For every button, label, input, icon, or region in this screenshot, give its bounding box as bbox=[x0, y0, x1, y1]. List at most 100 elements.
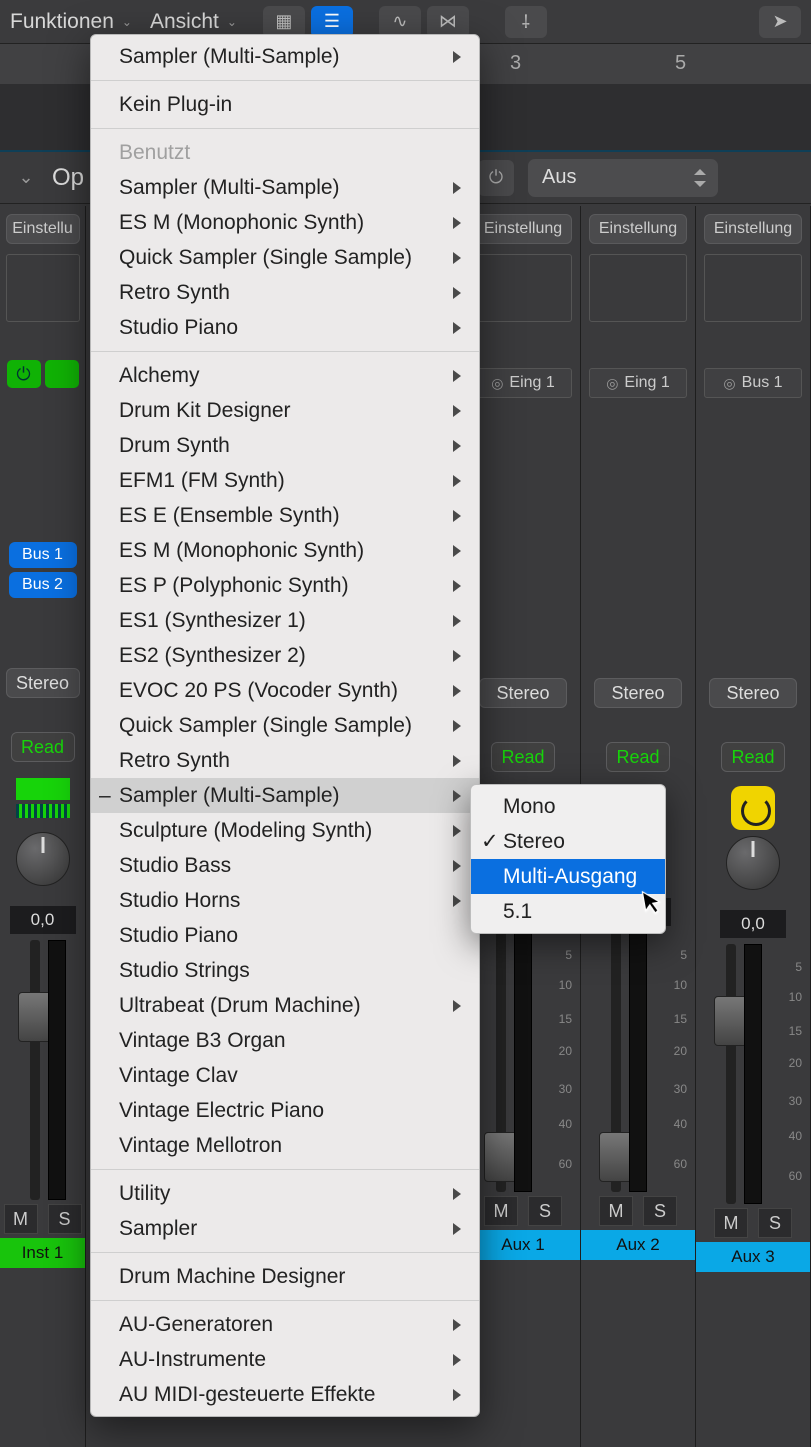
submenu-item-5-1[interactable]: 5.1 bbox=[471, 894, 665, 929]
eq-thumbnail[interactable] bbox=[6, 254, 80, 322]
menu-item-drumsynth[interactable]: Drum Synth bbox=[91, 428, 479, 463]
gain-readout[interactable]: 0,0 bbox=[10, 906, 76, 934]
menu-item-au-gen[interactable]: AU-Generatoren bbox=[91, 1307, 479, 1342]
menu-item-studiopiano-used[interactable]: Studio Piano bbox=[91, 310, 479, 345]
output-button[interactable]: Stereo bbox=[479, 678, 567, 708]
menu-item-dmd[interactable]: Drum Machine Designer bbox=[91, 1259, 479, 1294]
menu-item-quicksampler[interactable]: Quick Sampler (Single Sample) bbox=[91, 708, 479, 743]
menu-item-vmel[interactable]: Vintage Mellotron bbox=[91, 1128, 479, 1163]
menu-item-quicksampler-used[interactable]: Quick Sampler (Single Sample) bbox=[91, 240, 479, 275]
setting-button[interactable]: Einstellung bbox=[589, 214, 687, 244]
setting-button[interactable]: Einstellu bbox=[6, 214, 80, 244]
menu-item-sampler-multi-top[interactable]: Sampler (Multi-Sample) bbox=[91, 39, 479, 74]
gain-readout[interactable]: 0,0 bbox=[720, 910, 786, 938]
menu-item-studiobass[interactable]: Studio Bass bbox=[91, 848, 479, 883]
output-button[interactable]: Stereo bbox=[594, 678, 682, 708]
mute-button[interactable]: M bbox=[599, 1196, 633, 1226]
menu-item-sampler-multi-used[interactable]: Sampler (Multi-Sample) bbox=[91, 170, 479, 205]
setting-button[interactable]: Einstellung bbox=[474, 214, 572, 244]
menu-item-es1[interactable]: ES1 (Synthesizer 1) bbox=[91, 603, 479, 638]
menu-item-esm[interactable]: ES M (Monophonic Synth) bbox=[91, 533, 479, 568]
menu-item-dkd[interactable]: Drum Kit Designer bbox=[91, 393, 479, 428]
submenu-item-stereo[interactable]: Stereo bbox=[471, 824, 665, 859]
submenu-item-multi[interactable]: Multi-Ausgang bbox=[471, 859, 665, 894]
pointer-tool-button[interactable]: ➤ bbox=[759, 6, 801, 38]
menu-functions[interactable]: Funktionen ⌄ bbox=[10, 10, 132, 34]
output-button[interactable]: Stereo bbox=[6, 668, 80, 698]
submenu-item-mono[interactable]: Mono bbox=[471, 789, 665, 824]
fader-cap[interactable] bbox=[18, 992, 52, 1042]
output-button[interactable]: Stereo bbox=[709, 678, 797, 708]
menu-item-alchemy[interactable]: Alchemy bbox=[91, 358, 479, 393]
pan-knob[interactable] bbox=[726, 836, 780, 890]
menu-item-studiostrings[interactable]: Studio Strings bbox=[91, 953, 479, 988]
solo-button[interactable]: S bbox=[643, 1196, 677, 1226]
send-level-knob[interactable] bbox=[731, 786, 775, 830]
menu-item-retro[interactable]: Retro Synth bbox=[91, 743, 479, 778]
list-view-button[interactable]: ☰ bbox=[311, 6, 353, 38]
menu-item-es2[interactable]: ES2 (Synthesizer 2) bbox=[91, 638, 479, 673]
solo-button[interactable]: S bbox=[758, 1208, 792, 1238]
fader-track[interactable] bbox=[30, 940, 40, 1200]
menu-item-sampler[interactable]: Sampler bbox=[91, 1211, 479, 1246]
flex-button[interactable]: ⋈ bbox=[427, 6, 469, 38]
menu-item-retro-used[interactable]: Retro Synth bbox=[91, 275, 479, 310]
input-slot[interactable]: Eing 1 bbox=[474, 368, 572, 398]
menu-item-sampler-multi[interactable]: Sampler (Multi-Sample) bbox=[91, 778, 479, 813]
mute-button[interactable]: M bbox=[4, 1204, 38, 1234]
mute-button[interactable]: M bbox=[714, 1208, 748, 1238]
menu-item-ultrabeat[interactable]: Ultrabeat (Drum Machine) bbox=[91, 988, 479, 1023]
input-slot[interactable]: Eing 1 bbox=[589, 368, 687, 398]
power-button[interactable]: ⏻ bbox=[478, 160, 514, 196]
automation-mode-button[interactable]: Read bbox=[491, 742, 555, 772]
setting-button[interactable]: Einstellung bbox=[704, 214, 802, 244]
track-name[interactable]: Aux 2 bbox=[581, 1230, 695, 1260]
menu-item-au-midi[interactable]: AU MIDI-gesteuerte Effekte bbox=[91, 1377, 479, 1412]
fader-scale: 5 10 15 20 30 40 60 bbox=[772, 944, 802, 1204]
solo-button[interactable]: S bbox=[528, 1196, 562, 1226]
catch-button[interactable]: ⸸ bbox=[505, 6, 547, 38]
pan-knob[interactable] bbox=[16, 832, 70, 886]
solo-button[interactable]: S bbox=[48, 1204, 82, 1234]
menu-item-studiohorns[interactable]: Studio Horns bbox=[91, 883, 479, 918]
fader-cap[interactable] bbox=[599, 1132, 633, 1182]
automation-mode-button[interactable]: Read bbox=[11, 732, 75, 762]
plugin-eq-button[interactable] bbox=[45, 360, 79, 388]
menu-item-efm1[interactable]: EFM1 (FM Synth) bbox=[91, 463, 479, 498]
send-bus2[interactable]: Bus 2 bbox=[9, 572, 77, 598]
fader-track[interactable] bbox=[726, 944, 736, 1204]
menu-item-esp[interactable]: ES P (Polyphonic Synth) bbox=[91, 568, 479, 603]
track-name[interactable]: Inst 1 bbox=[0, 1238, 85, 1268]
groups-select[interactable]: Aus bbox=[528, 159, 718, 197]
automation-mode-button[interactable]: Read bbox=[606, 742, 670, 772]
menu-item-studiopiano[interactable]: Studio Piano bbox=[91, 918, 479, 953]
track-name[interactable]: Aux 1 bbox=[466, 1230, 580, 1260]
automation-button[interactable]: ∿ bbox=[379, 6, 421, 38]
input-slot[interactable]: Bus 1 bbox=[704, 368, 802, 398]
menu-item-label: Sampler (Multi-Sample) bbox=[119, 176, 340, 200]
eq-thumbnail[interactable] bbox=[704, 254, 802, 322]
menu-item-au-inst[interactable]: AU-Instrumente bbox=[91, 1342, 479, 1377]
track-name[interactable]: Aux 3 bbox=[696, 1242, 810, 1272]
eq-thumbnail[interactable] bbox=[474, 254, 572, 322]
mute-button[interactable]: M bbox=[484, 1196, 518, 1226]
menu-item-vep[interactable]: Vintage Electric Piano bbox=[91, 1093, 479, 1128]
menu-item-vb3[interactable]: Vintage B3 Organ bbox=[91, 1023, 479, 1058]
menu-item-no-plugin[interactable]: Kein Plug-in bbox=[91, 87, 479, 122]
automation-mode-button[interactable]: Read bbox=[721, 742, 785, 772]
menu-item-vclav[interactable]: Vintage Clav bbox=[91, 1058, 479, 1093]
menu-view[interactable]: Ansicht ⌄ bbox=[150, 10, 237, 34]
send-bus1[interactable]: Bus 1 bbox=[9, 542, 77, 568]
plugin-power-button[interactable]: ⏻ bbox=[7, 360, 41, 388]
menu-item-esm-used[interactable]: ES M (Monophonic Synth) bbox=[91, 205, 479, 240]
fader-cap[interactable] bbox=[484, 1132, 518, 1182]
menu-item-ese[interactable]: ES E (Ensemble Synth) bbox=[91, 498, 479, 533]
menu-item-evoc[interactable]: EVOC 20 PS (Vocoder Synth) bbox=[91, 673, 479, 708]
menu-item-utility[interactable]: Utility bbox=[91, 1176, 479, 1211]
grid-view-button[interactable]: ▦ bbox=[263, 6, 305, 38]
eq-thumbnail[interactable] bbox=[589, 254, 687, 322]
menu-item-sculpture[interactable]: Sculpture (Modeling Synth) bbox=[91, 813, 479, 848]
fader-cap[interactable] bbox=[714, 996, 748, 1046]
instrument-slot[interactable] bbox=[16, 778, 70, 800]
collapse-button[interactable]: ⌄ bbox=[14, 166, 38, 190]
